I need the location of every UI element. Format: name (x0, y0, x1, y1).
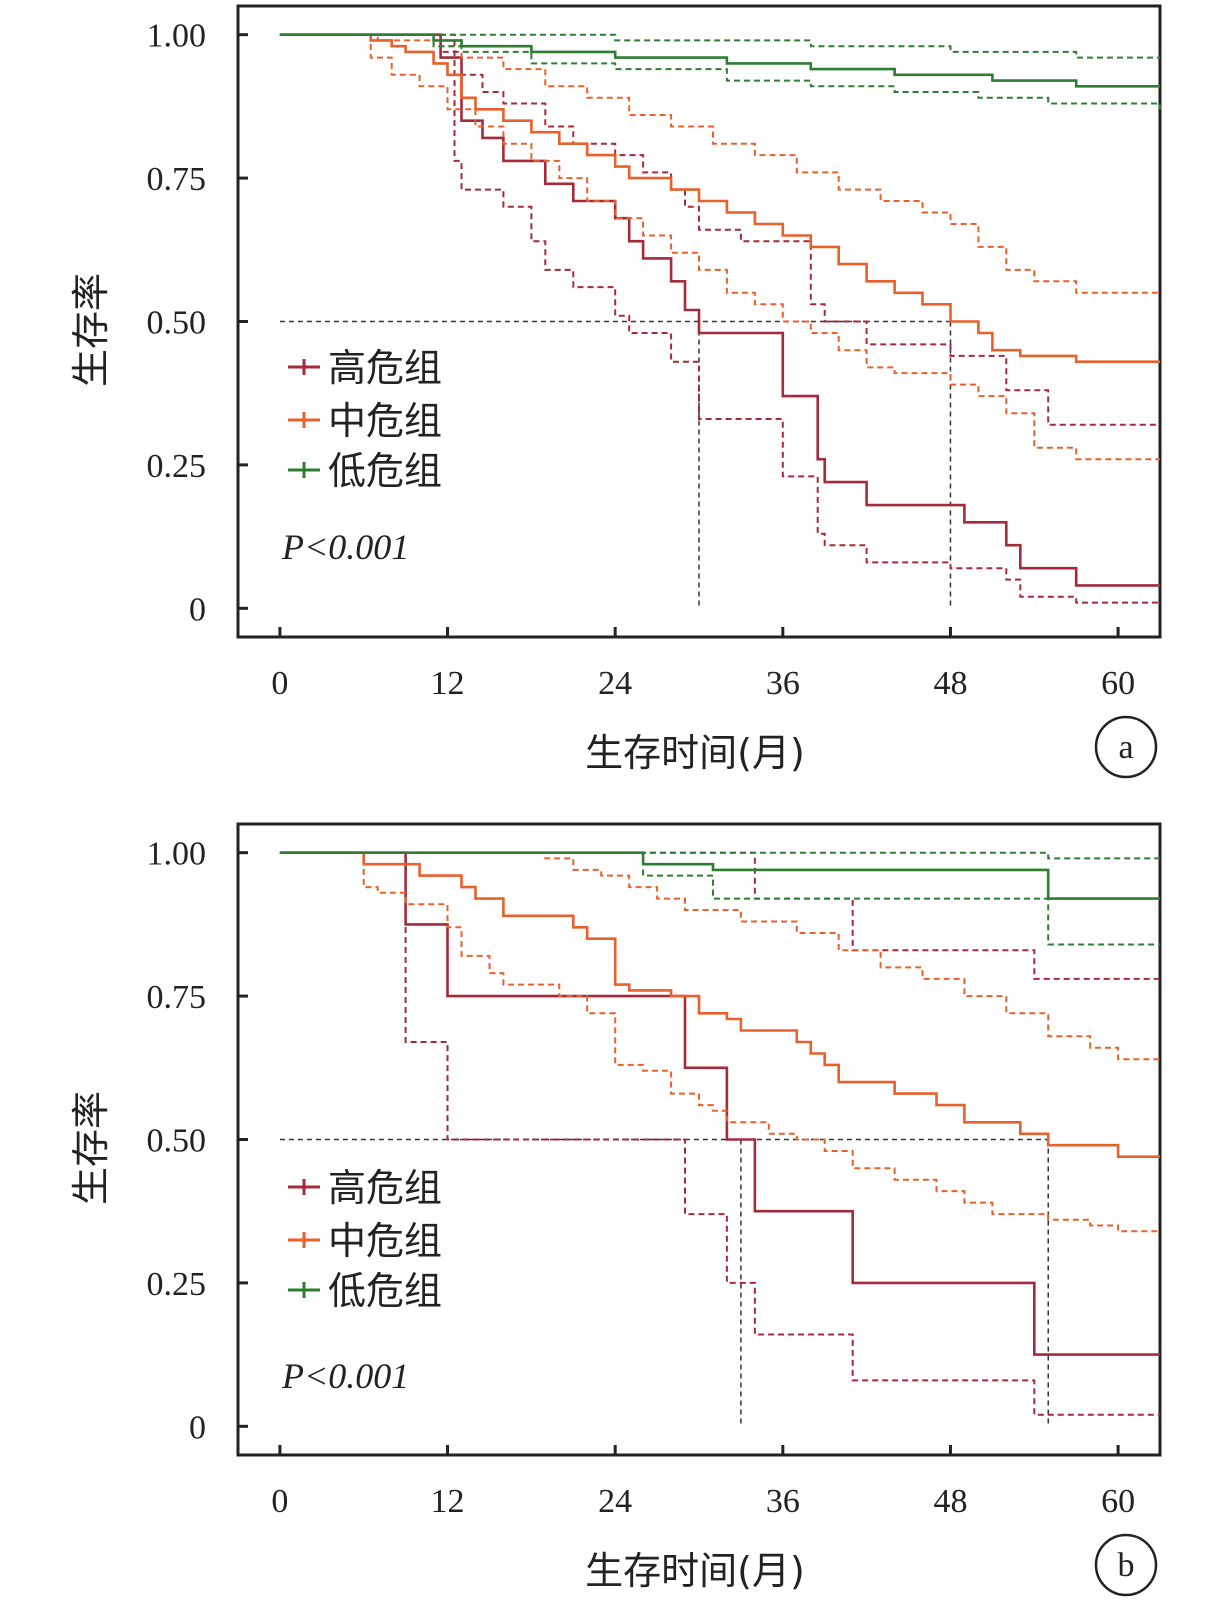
y-axis-title: 生存率 (69, 1091, 113, 1205)
ci-lower-low (279, 33, 1161, 110)
x-axis-title: 生存时间(月) (585, 1549, 805, 1593)
legend-label-high: 高危组 (328, 1166, 442, 1210)
x-tick-label: 48 (933, 665, 967, 702)
x-tick-label: 60 (1101, 665, 1135, 702)
survival-curve-high (279, 851, 1160, 1356)
legend-label-high: 高危组 (328, 346, 442, 390)
survival-curve-low (279, 851, 1160, 900)
ci-upper-low (279, 33, 1160, 59)
legend-label-low: 低危组 (328, 449, 442, 493)
median-reference-lines (279, 1138, 1049, 1427)
chart-panel-a: 0 12 24 36 48 60 0 0.25 0.50 0.75 1.00 生存率 生存时间(月)… (69, 4, 1162, 779)
x-tick-label: 12 (431, 665, 465, 702)
axis-ticks: 0 12 24 36 48 60 0 0.25 0.50 0.75 1.00 (147, 836, 1136, 1520)
y-tick-label: 0.50 (147, 305, 207, 342)
x-tick-label: 0 (271, 1483, 288, 1520)
y-tick-label: 0 (189, 591, 206, 628)
panel-label-circle (1094, 715, 1158, 779)
ci-lower-high (279, 33, 1160, 604)
x-tick-label: 0 (271, 665, 288, 702)
legend: 高危组 中危组 低危组 (288, 346, 442, 493)
x-tick-label: 24 (598, 665, 632, 702)
y-tick-label: 0 (189, 1409, 206, 1446)
legend-label-mid: 中危组 (328, 1219, 442, 1263)
x-tick-label: 12 (431, 1483, 465, 1520)
y-tick-label: 0.50 (147, 1123, 207, 1160)
legend-label-low: 低危组 (328, 1269, 442, 1313)
ci-upper-mid (279, 851, 1160, 1061)
y-tick-label: 0.75 (147, 979, 207, 1016)
panel-label-circle (1094, 1533, 1158, 1597)
x-tick-label: 36 (766, 665, 800, 702)
ci-lower-mid (279, 851, 1160, 1233)
y-tick-label: 0.75 (147, 161, 207, 198)
survival-curves (279, 33, 1161, 604)
y-tick-label: 1.00 (147, 836, 207, 873)
panel-label: b (1118, 1547, 1135, 1584)
p-value: P<0.001 (281, 1356, 409, 1396)
ci-upper-high (279, 33, 1160, 426)
x-tick-label: 36 (766, 1483, 800, 1520)
x-axis-title: 生存时间(月) (585, 731, 805, 775)
y-tick-label: 0.25 (147, 448, 207, 485)
ci-lower-low (279, 851, 1160, 946)
survival-curve-high (279, 33, 1160, 587)
legend-label-mid: 中危组 (328, 399, 442, 443)
ci-upper-low (279, 851, 1160, 860)
ci-lower-mid (279, 33, 1160, 461)
panel-label: a (1118, 729, 1133, 766)
x-tick-label: 60 (1101, 1483, 1135, 1520)
y-tick-label: 0.25 (147, 1266, 207, 1303)
chart-panel-b: 0 12 24 36 48 60 0 0.25 0.50 0.75 1.00 生存率 生存时间(月)… (69, 822, 1162, 1597)
y-tick-label: 1.00 (147, 18, 207, 55)
axis-ticks: 0 12 24 36 48 60 0 0.25 0.50 0.75 1.00 (147, 18, 1136, 702)
x-tick-label: 48 (933, 1483, 967, 1520)
survival-curve-low (279, 33, 1160, 88)
ci-upper-mid (279, 33, 1160, 294)
ci-lower-high (279, 851, 1160, 1416)
legend: 高危组 中危组 低危组 (288, 1166, 442, 1313)
p-value: P<0.001 (281, 527, 409, 567)
survival-curve-mid (279, 851, 1160, 1158)
y-axis-title: 生存率 (69, 273, 113, 387)
survival-curves (279, 851, 1160, 1416)
x-tick-label: 24 (598, 1483, 632, 1520)
survival-curve-mid (279, 33, 1160, 363)
ci-upper-high (279, 851, 1160, 980)
